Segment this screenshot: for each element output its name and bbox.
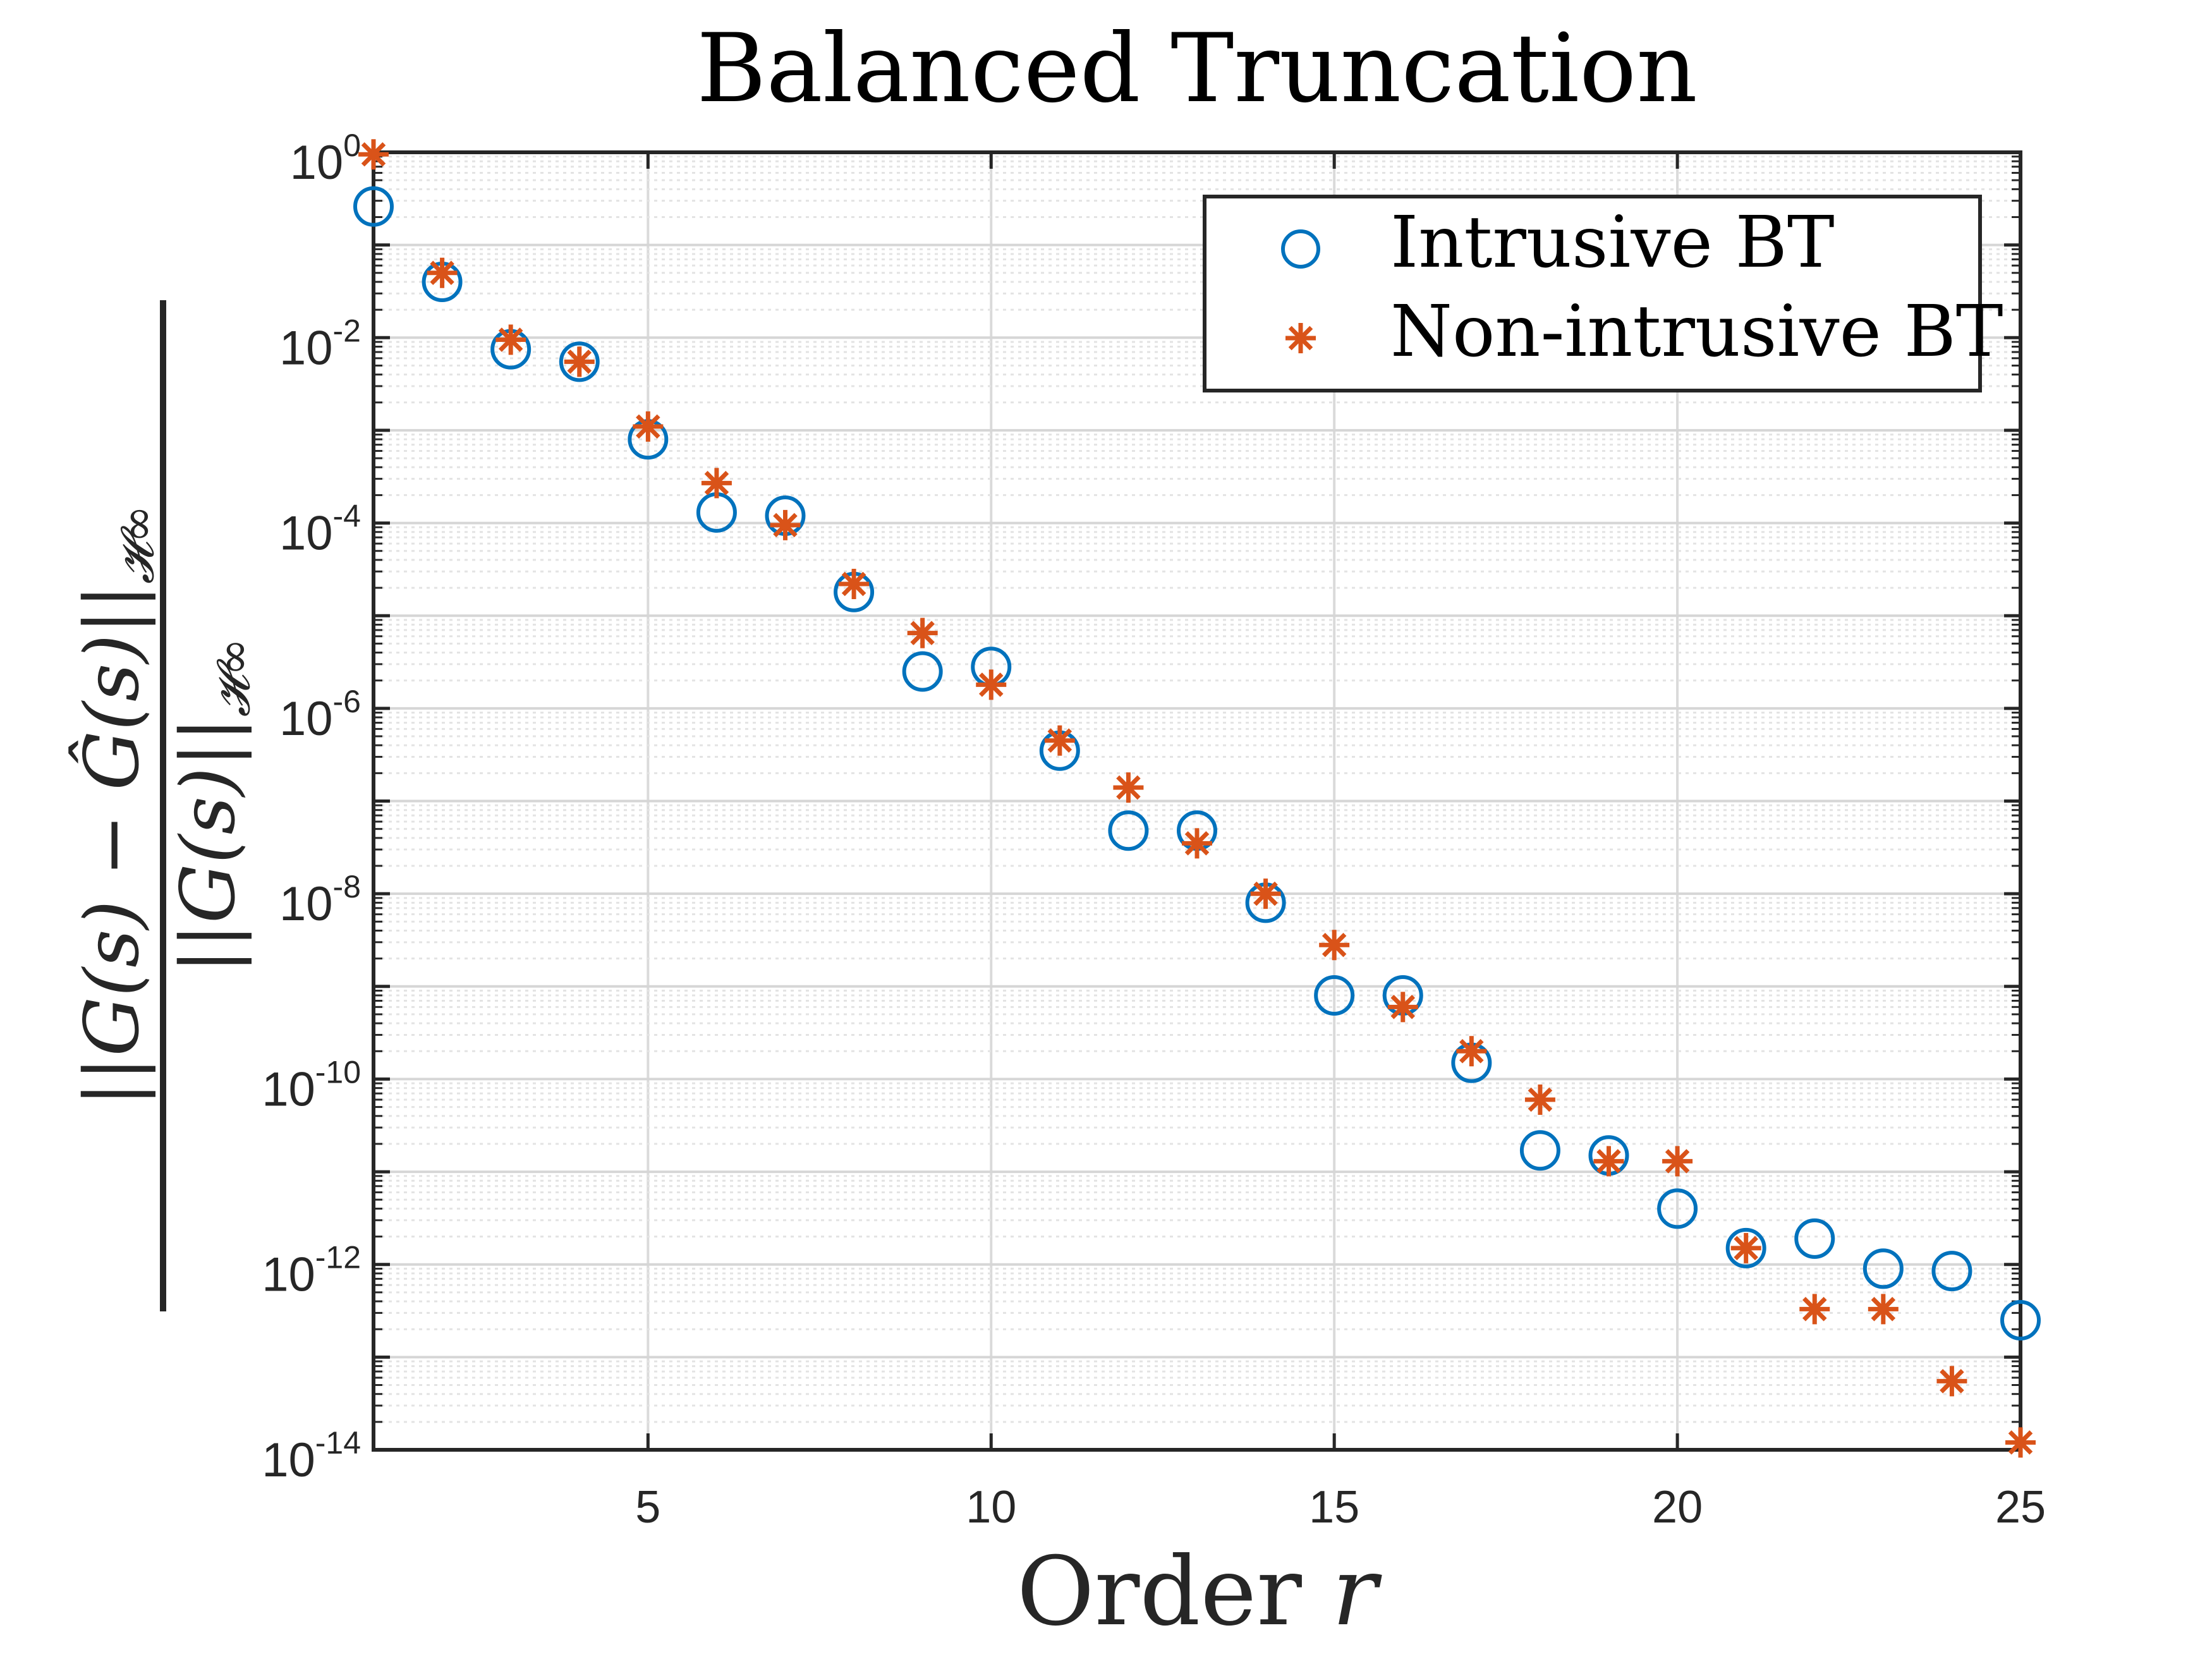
data-point-intrusive-bt <box>353 186 394 227</box>
x-tick-label: 20 <box>1652 1482 1703 1533</box>
x-tick-labels: 5 10 15 20 25 <box>635 1482 2046 1533</box>
data-point-non-intrusive-bt <box>1662 1146 1693 1177</box>
y-tick-label: 100 <box>290 128 361 190</box>
data-point-non-intrusive-bt <box>1936 1366 1967 1397</box>
data-point-non-intrusive-bt <box>427 257 458 288</box>
data-point-intrusive-bt <box>1725 1227 1766 1268</box>
data-point-non-intrusive-bt <box>1387 992 1418 1023</box>
x-tick-label: 5 <box>635 1482 660 1533</box>
data-series <box>353 139 2041 1458</box>
data-point-non-intrusive-bt <box>1182 828 1212 859</box>
data-point-non-intrusive-bt <box>1730 1232 1761 1263</box>
data-point-non-intrusive-bt <box>495 324 526 355</box>
x-tick-label: 25 <box>1995 1482 2046 1533</box>
x-tick-label: 15 <box>1309 1482 1359 1533</box>
data-point-non-intrusive-bt <box>1868 1294 1899 1325</box>
x-axis-label-word: Order <box>1017 1537 1332 1647</box>
chart-title: Balanced Truncation <box>696 14 1698 124</box>
data-point-non-intrusive-bt <box>1250 878 1281 909</box>
data-point-non-intrusive-bt <box>839 569 870 600</box>
y-tick-label: 10-14 <box>262 1425 361 1487</box>
legend-label-non-intrusive-bt: Non-intrusive BT <box>1390 291 2003 373</box>
x-tick-label: 10 <box>966 1482 1016 1533</box>
y-tick-label: 10-6 <box>279 684 361 746</box>
data-point-non-intrusive-bt <box>1799 1294 1830 1325</box>
data-point-non-intrusive-bt <box>1593 1146 1624 1177</box>
x-axis-label-variable: r <box>1332 1537 1383 1647</box>
data-point-non-intrusive-bt <box>1524 1084 1555 1115</box>
legend-marker-intrusive-bt <box>1281 229 1320 269</box>
data-point-intrusive-bt <box>1108 810 1149 851</box>
data-point-non-intrusive-bt <box>1456 1036 1487 1067</box>
data-point-intrusive-bt <box>1519 1130 1560 1171</box>
data-point-intrusive-bt <box>1931 1251 1972 1292</box>
y-axis-label-numerator: ||G(s) − Ĝ(s)||𝓗∞ <box>68 505 164 1107</box>
data-point-intrusive-bt <box>1794 1218 1835 1259</box>
data-point-non-intrusive-bt <box>907 617 938 648</box>
y-tick-label: 10-4 <box>279 499 361 561</box>
data-point-non-intrusive-bt <box>2005 1427 2036 1458</box>
series-non-intrusive-bt <box>358 139 2036 1458</box>
legend-label-intrusive-bt: Intrusive BT <box>1390 202 1835 284</box>
data-point-non-intrusive-bt <box>701 468 732 499</box>
y-tick-label: 10-8 <box>279 869 361 931</box>
y-tick-labels: 100 10-2 10-4 10-6 10-8 10-10 10-12 10-14 <box>262 128 361 1487</box>
data-point-non-intrusive-bt <box>633 411 664 442</box>
legend: Intrusive BT Non-intrusive BT <box>1203 195 2003 392</box>
data-point-intrusive-bt <box>1314 975 1355 1016</box>
data-point-intrusive-bt <box>902 651 943 692</box>
data-point-non-intrusive-bt <box>770 509 801 540</box>
data-point-intrusive-bt <box>1863 1248 1904 1289</box>
data-point-non-intrusive-bt <box>1319 930 1350 961</box>
legend-marker-non-intrusive-bt <box>1285 323 1316 353</box>
data-point-non-intrusive-bt <box>564 346 595 377</box>
data-point-non-intrusive-bt <box>1044 725 1075 756</box>
legend-box <box>1203 195 1982 392</box>
data-point-intrusive-bt <box>559 341 600 382</box>
y-tick-label: 10-12 <box>262 1240 361 1302</box>
y-tick-label: 10-10 <box>262 1054 361 1116</box>
data-point-non-intrusive-bt <box>358 139 389 170</box>
legend-asterisk-shape <box>1285 323 1316 353</box>
plot-area-frame <box>372 150 2022 1452</box>
data-point-non-intrusive-bt <box>1113 772 1144 803</box>
data-point-intrusive-bt <box>1657 1188 1698 1229</box>
x-axis-label: Order r <box>1017 1537 1383 1647</box>
data-point-intrusive-bt <box>2000 1300 2041 1341</box>
y-tick-label: 10-2 <box>279 313 361 375</box>
data-point-non-intrusive-bt <box>976 669 1007 700</box>
